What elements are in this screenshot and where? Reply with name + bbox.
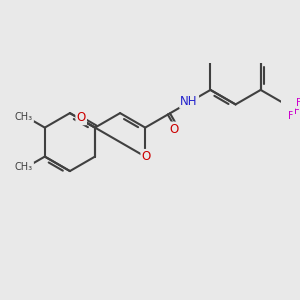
Text: F: F [294,106,299,116]
Text: O: O [169,123,178,136]
Text: O: O [76,111,86,124]
Text: NH: NH [180,95,198,108]
Text: F: F [296,98,300,108]
Text: F: F [288,112,294,122]
Text: O: O [142,150,151,163]
Text: CH₃: CH₃ [15,112,33,122]
Text: CH₃: CH₃ [15,163,33,172]
